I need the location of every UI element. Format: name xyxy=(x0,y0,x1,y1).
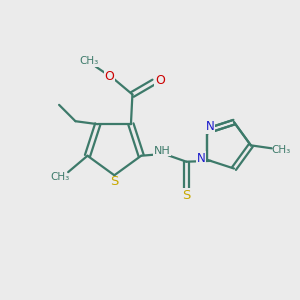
Text: O: O xyxy=(105,70,115,83)
Text: CH₃: CH₃ xyxy=(80,56,99,66)
Text: S: S xyxy=(182,189,190,202)
Text: N: N xyxy=(206,120,215,133)
Text: CH₃: CH₃ xyxy=(50,172,70,182)
Text: CH₃: CH₃ xyxy=(272,145,291,155)
Text: S: S xyxy=(110,175,118,188)
Text: N: N xyxy=(197,152,206,165)
Text: O: O xyxy=(155,74,165,87)
Text: NH: NH xyxy=(154,146,170,156)
